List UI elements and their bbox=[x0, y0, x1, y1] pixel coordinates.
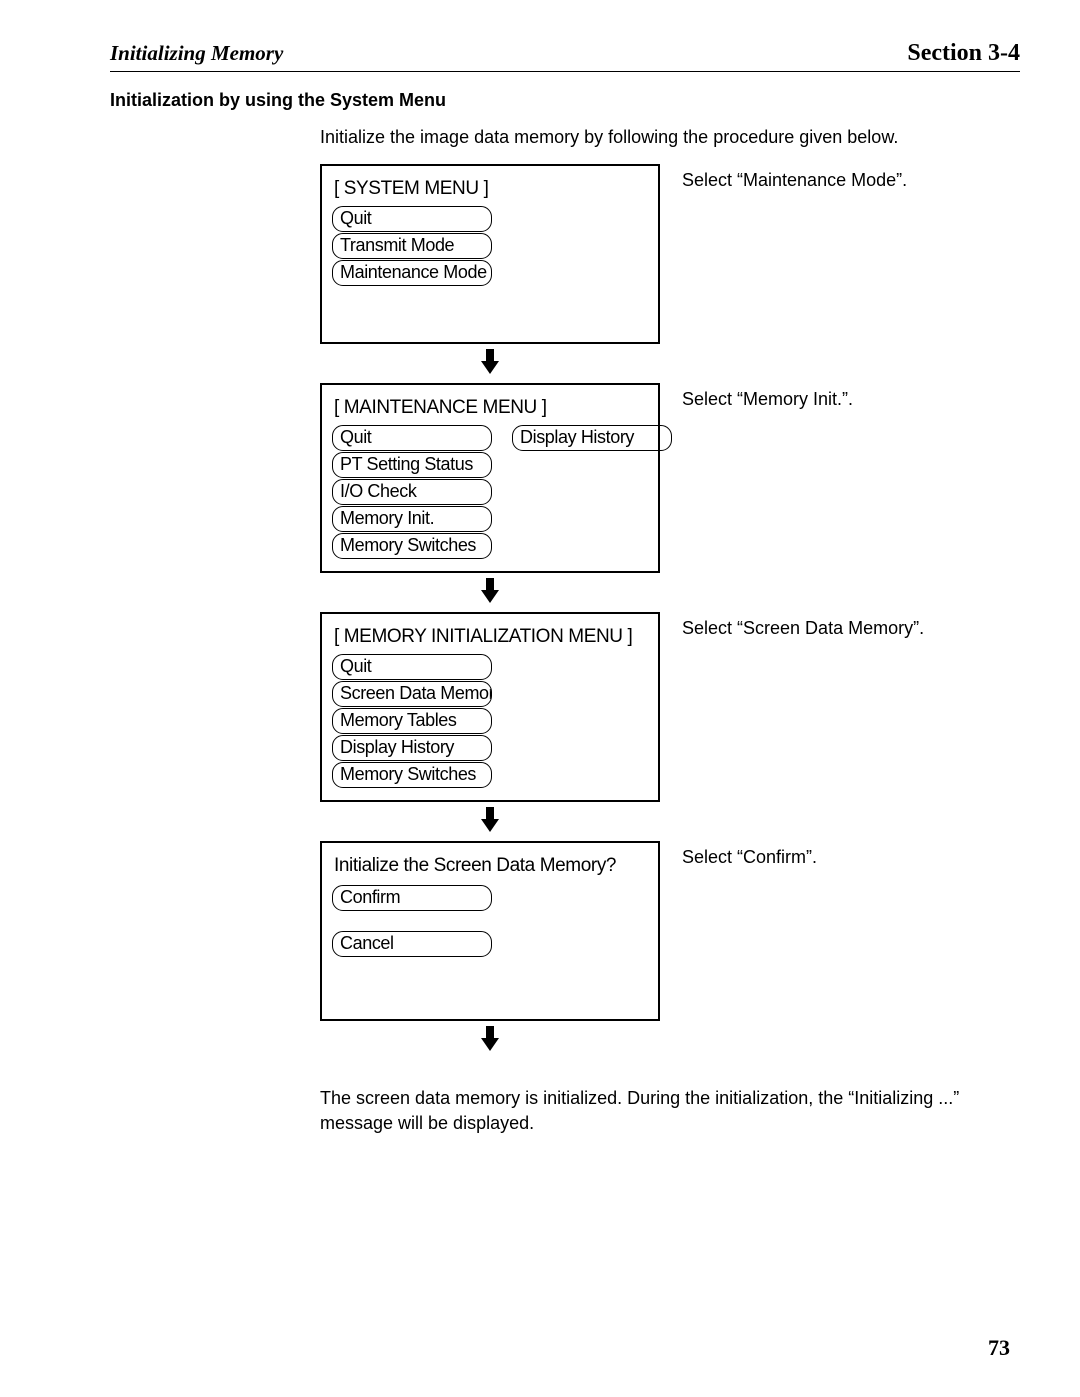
step-2-note: Select “Memory Init.”. bbox=[682, 383, 853, 412]
display-history-button[interactable]: Display History bbox=[512, 425, 672, 451]
memory-init-menu-screen: [ MEMORY INITIALIZATION MENU ] Quit Scre… bbox=[320, 612, 660, 802]
footer-text: The screen data memory is initialized. D… bbox=[320, 1086, 1010, 1136]
display-history-button[interactable]: Display History bbox=[332, 735, 492, 761]
procedure-flow: [ SYSTEM MENU ] Quit Transmit Mode Maint… bbox=[320, 164, 1020, 1060]
pt-setting-status-button[interactable]: PT Setting Status bbox=[332, 452, 492, 478]
step-2: [ MAINTENANCE MENU ] Quit PT Setting Sta… bbox=[320, 383, 1020, 573]
step-4: Initialize the Screen Data Memory? Confi… bbox=[320, 841, 1020, 1021]
intro-text: Initialize the image data memory by foll… bbox=[320, 125, 1020, 150]
memory-switches-button[interactable]: Memory Switches bbox=[332, 762, 492, 788]
memory-tables-button[interactable]: Memory Tables bbox=[332, 708, 492, 734]
transmit-mode-button[interactable]: Transmit Mode bbox=[332, 233, 492, 259]
header-section-number: Section 3-4 bbox=[907, 40, 1020, 67]
arrow-down-icon bbox=[320, 573, 660, 612]
confirm-question: Initialize the Screen Data Memory? bbox=[334, 855, 648, 877]
page-header: Initializing Memory Section 3-4 bbox=[110, 40, 1020, 72]
step-4-note: Select “Confirm”. bbox=[682, 841, 817, 870]
memory-switches-button[interactable]: Memory Switches bbox=[332, 533, 492, 559]
io-check-button[interactable]: I/O Check bbox=[332, 479, 492, 505]
system-menu-screen: [ SYSTEM MENU ] Quit Transmit Mode Maint… bbox=[320, 164, 660, 344]
step-1: [ SYSTEM MENU ] Quit Transmit Mode Maint… bbox=[320, 164, 1020, 344]
quit-button[interactable]: Quit bbox=[332, 206, 492, 232]
confirm-button[interactable]: Confirm bbox=[332, 885, 492, 911]
step-3-note: Select “Screen Data Memory”. bbox=[682, 612, 924, 641]
screen-title: [ MEMORY INITIALIZATION MENU ] bbox=[334, 626, 648, 648]
arrow-down-icon bbox=[320, 1021, 660, 1060]
page-number: 73 bbox=[988, 1335, 1010, 1361]
subheading: Initialization by using the System Menu bbox=[110, 90, 1020, 111]
step-1-note: Select “Maintenance Mode”. bbox=[682, 164, 907, 193]
screen-data-memory-button[interactable]: Screen Data Memory bbox=[332, 681, 492, 707]
maintenance-menu-screen: [ MAINTENANCE MENU ] Quit PT Setting Sta… bbox=[320, 383, 660, 573]
cancel-button[interactable]: Cancel bbox=[332, 931, 492, 957]
arrow-down-icon bbox=[320, 802, 660, 841]
arrow-down-icon bbox=[320, 344, 660, 383]
memory-init-button[interactable]: Memory Init. bbox=[332, 506, 492, 532]
quit-button[interactable]: Quit bbox=[332, 654, 492, 680]
confirm-screen: Initialize the Screen Data Memory? Confi… bbox=[320, 841, 660, 1021]
screen-title: [ SYSTEM MENU ] bbox=[334, 178, 648, 200]
quit-button[interactable]: Quit bbox=[332, 425, 492, 451]
screen-title: [ MAINTENANCE MENU ] bbox=[334, 397, 648, 419]
maintenance-mode-button[interactable]: Maintenance Mode bbox=[332, 260, 492, 286]
header-left-title: Initializing Memory bbox=[110, 41, 283, 66]
step-3: [ MEMORY INITIALIZATION MENU ] Quit Scre… bbox=[320, 612, 1020, 802]
